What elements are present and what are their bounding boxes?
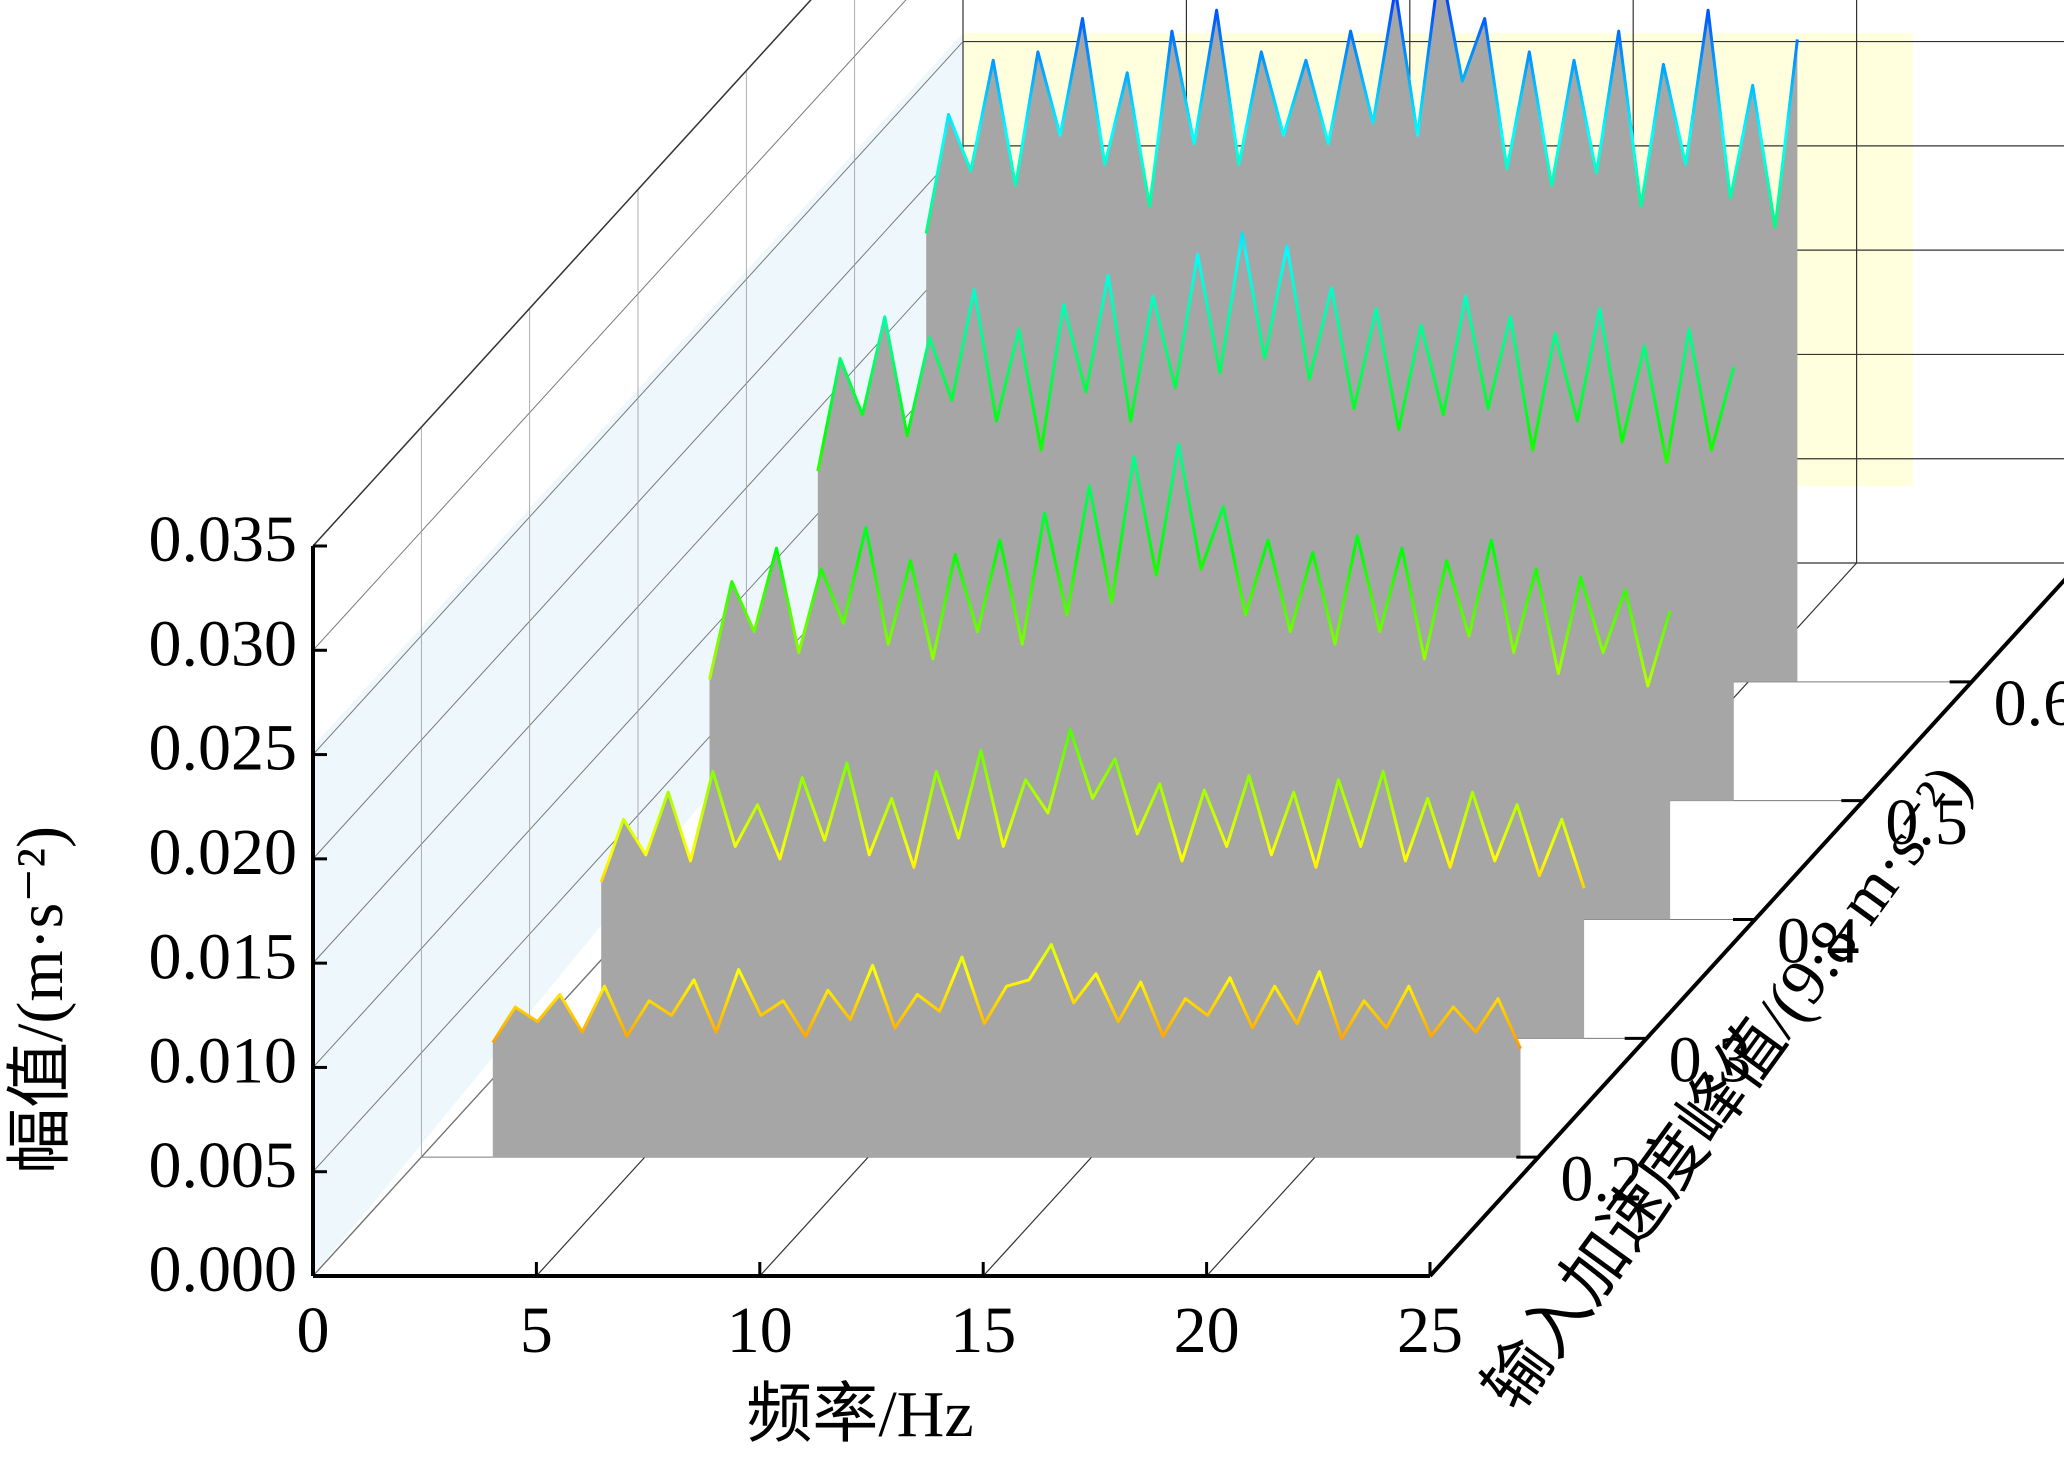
z-tick-label: 0.015: [149, 920, 298, 993]
spectrum-line: [599, 728, 1586, 889]
spectrum-line: [924, 0, 1799, 234]
spectrum-fill: [492, 944, 1521, 1158]
y-tick-label: 0.4: [1777, 905, 1860, 978]
spectrum-line: [491, 943, 1522, 1050]
spectrum-series-0.2: [491, 943, 1522, 1158]
spectrum-fill: [601, 729, 1585, 1039]
z-tick-label: 0.010: [149, 1025, 298, 1098]
z-tick-label: 0.025: [149, 712, 298, 785]
y-tick-label: 0.3: [1669, 1023, 1752, 1096]
spectrum-series-0.3: [599, 728, 1586, 1039]
y-tick-label: 0.6: [1994, 667, 2064, 740]
y-tick-label: 0.5: [1885, 786, 1968, 859]
spectrum-line: [816, 231, 1736, 472]
input-peak-tick-labels: 0.2 0.3 0.4 0.5 0.6: [1560, 667, 2064, 1215]
x-tick-label: 10: [727, 1294, 793, 1367]
x-tick-label: 5: [520, 1294, 553, 1367]
z-tick-label: 0.035: [149, 503, 298, 576]
z-tick-label: 0.020: [149, 816, 298, 889]
x-tick-label: 15: [950, 1294, 1016, 1367]
z-tick-label: 0.030: [149, 607, 298, 680]
x-tick-label: 25: [1397, 1294, 1463, 1367]
tick-marks: [311, 544, 1972, 1278]
z-tick-label: 0.005: [149, 1129, 298, 1202]
frequency-tick-labels: 0 5 10 15 20 25: [297, 1294, 1464, 1367]
z-axis-title: 幅值/(m·s⁻²): [4, 826, 77, 1174]
y-tick-label: 0.2: [1560, 1142, 1643, 1215]
z-tick-label: 0.000: [149, 1233, 298, 1306]
amplitude-tick-labels: 0.000 0.005 0.010 0.015 0.020 0.025 0.03…: [149, 503, 298, 1306]
x-tick-label: 0: [297, 1294, 330, 1367]
side-wall-top-edge: [312, 0, 812, 547]
spectrum-series-group: [491, 0, 1799, 1158]
x-axis-title: 频率/Hz: [746, 1378, 973, 1451]
x-tick-label: 20: [1174, 1294, 1240, 1367]
spectrum-line: [708, 442, 1672, 688]
